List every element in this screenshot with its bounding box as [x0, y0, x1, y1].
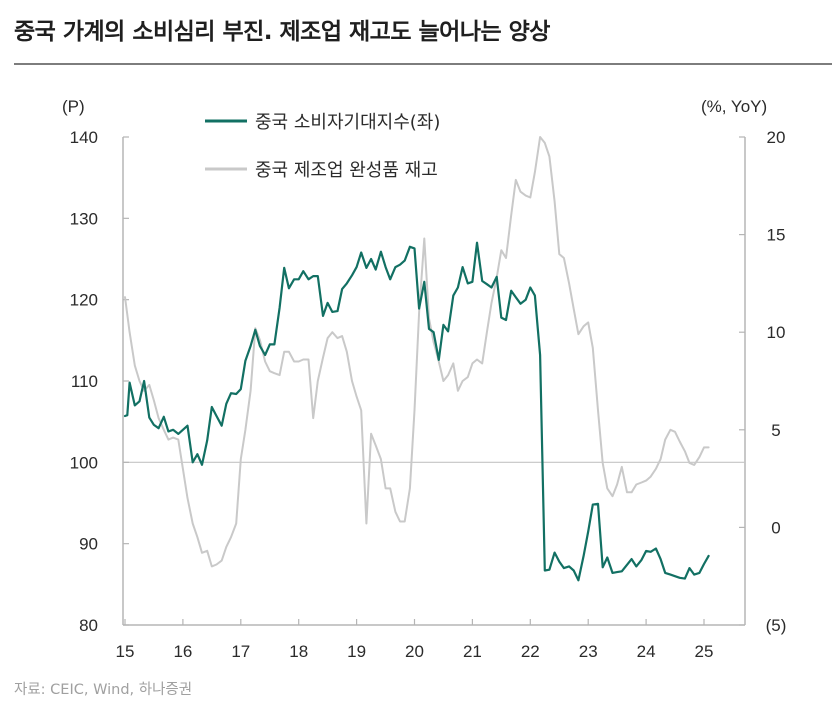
left-axis-unit: (P) [62, 97, 85, 116]
tick-labels-layer: 80 90 100 110 120 130 140 (5) 0 5 10 15 20 15 16 17 18 19… [70, 128, 787, 661]
x-tick-label: 15 [116, 642, 135, 661]
x-tick-label: 16 [173, 642, 192, 661]
title-divider [14, 63, 832, 65]
x-tick-label: 21 [463, 642, 482, 661]
left-tick-label: 100 [70, 453, 98, 472]
source-note: 자료: CEIC, Wind, 하나증권 [14, 682, 193, 698]
right-tick-label: 20 [767, 128, 786, 147]
x-tick-label: 19 [347, 642, 366, 661]
left-tick-label: 80 [79, 616, 98, 635]
left-tick-label: 110 [71, 372, 98, 391]
legend-label-inventory: 중국 제조업 완성품 재고 [255, 160, 438, 181]
right-tick-label: 10 [767, 323, 786, 342]
x-tick-label: 25 [695, 642, 714, 661]
left-tick-label: 120 [70, 291, 98, 310]
right-tick-label: 0 [771, 518, 780, 537]
chart-title: 중국 가계의 소비심리 부진. 제조업 재고도 늘어나는 양상 [14, 19, 550, 45]
right-tick-label: 15 [767, 226, 786, 245]
x-tick-label: 18 [289, 642, 308, 661]
right-axis-unit: (%, YoY) [701, 97, 767, 116]
axes-layer [122, 136, 746, 626]
series-layer [123, 136, 710, 582]
legend-label-consumer: 중국 소비자기대지수(좌) [255, 112, 440, 133]
chart-canvas: 80 90 100 110 120 130 140 (5) 0 5 10 15 20 15 16 17 18 19… [62, 97, 787, 661]
right-tick-label: 5 [771, 421, 780, 440]
right-tick-label: (5) [766, 616, 787, 635]
x-tick-label: 23 [579, 642, 598, 661]
x-tick-label: 17 [231, 642, 250, 661]
x-tick-label: 22 [521, 642, 540, 661]
left-tick-label: 90 [79, 535, 98, 554]
legend: 중국 소비자기대지수(좌) 중국 제조업 완성품 재고 [205, 112, 440, 181]
x-tick-label: 24 [637, 642, 656, 661]
left-tick-label: 130 [70, 209, 98, 228]
left-tick-label: 140 [70, 128, 98, 147]
series-line-manufacturing-inventory [124, 136, 710, 568]
x-tick-label: 20 [405, 642, 424, 661]
series-line-consumer-expectation [123, 241, 710, 582]
